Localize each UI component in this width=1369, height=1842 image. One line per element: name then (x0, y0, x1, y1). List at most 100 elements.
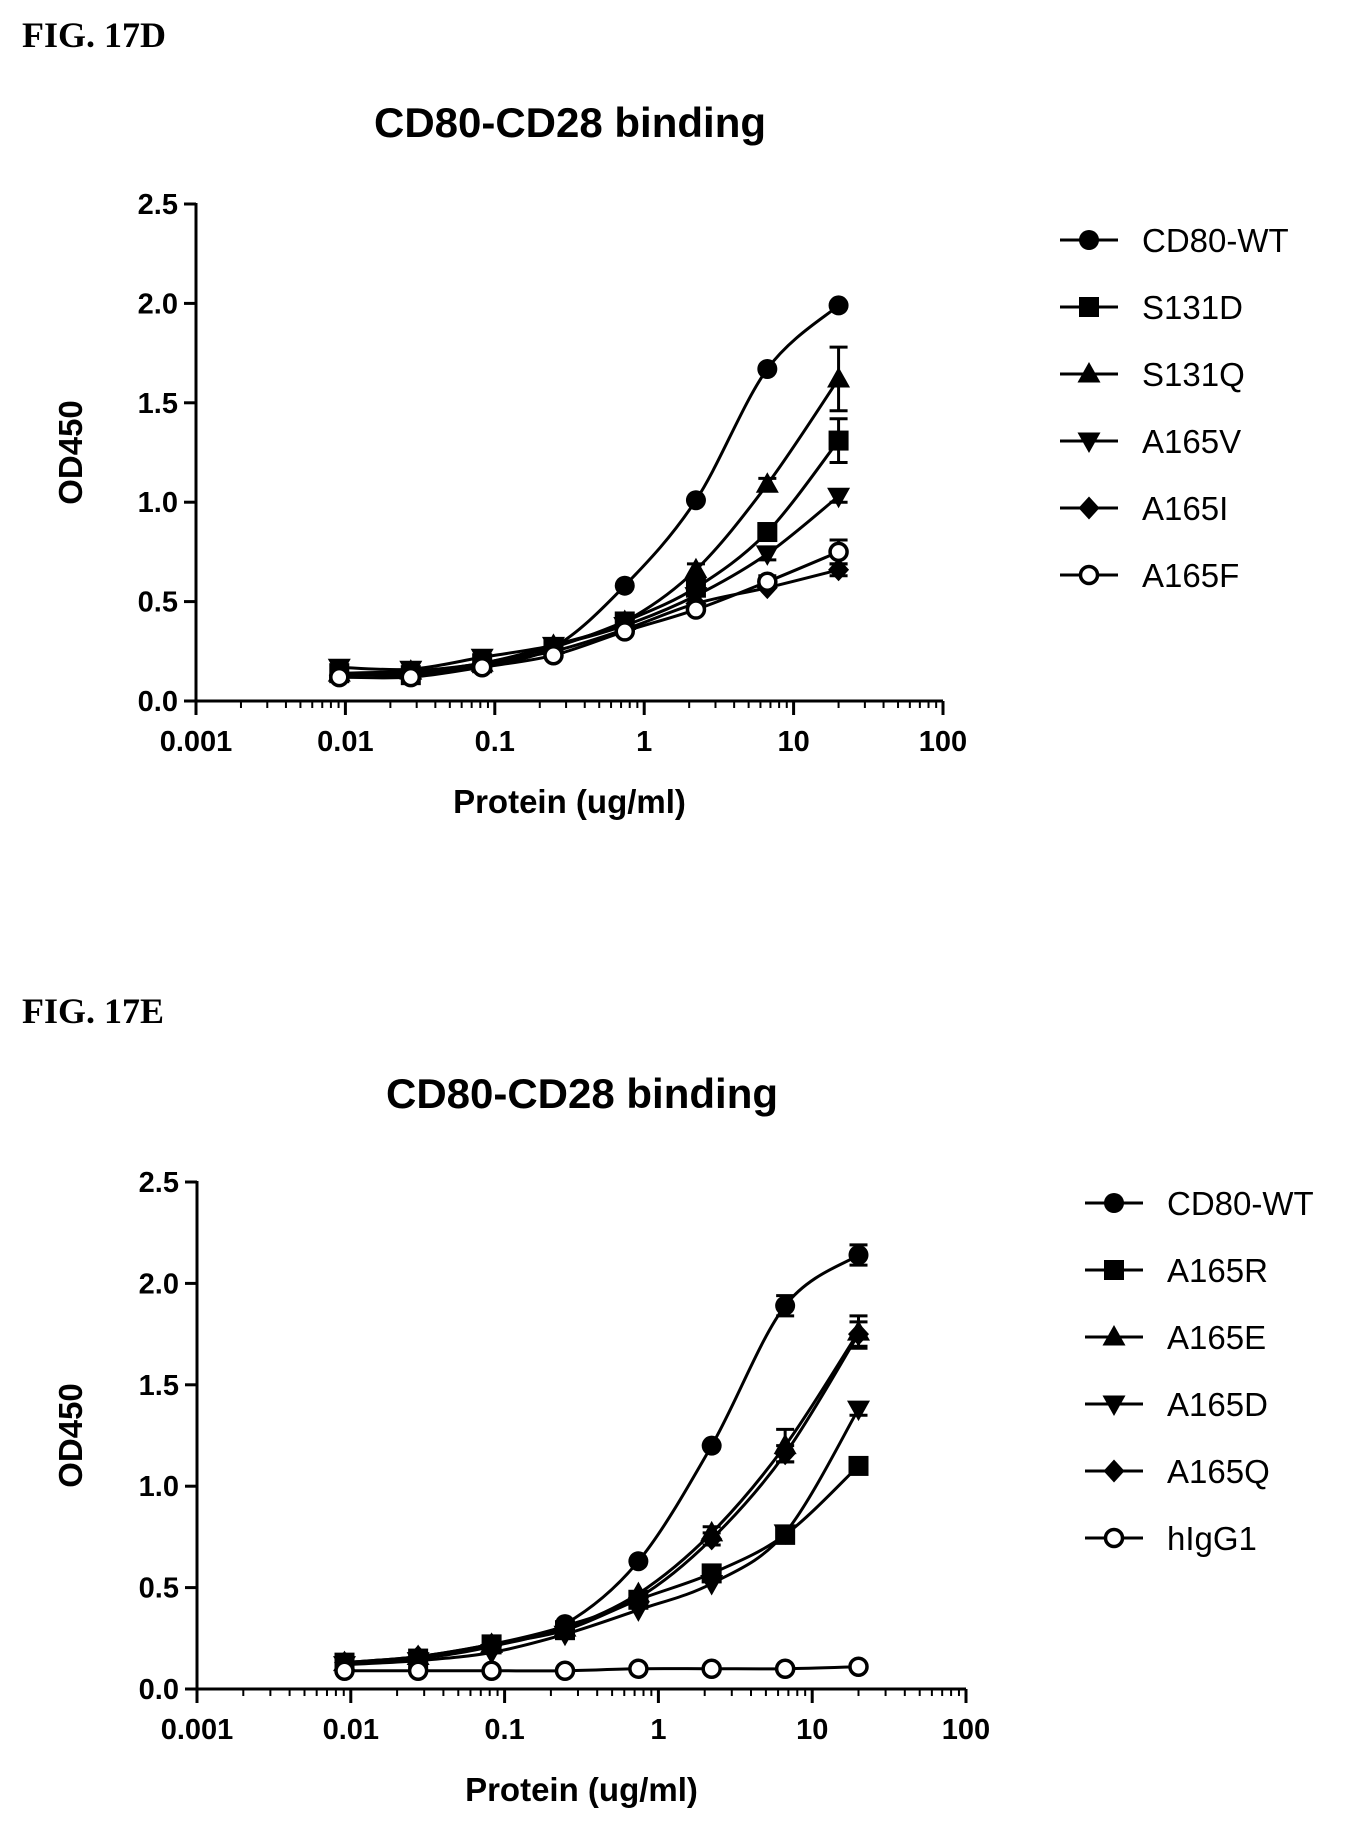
data-point (407, 1660, 429, 1681)
legend-marker (1102, 1395, 1126, 1416)
legend-label: CD80-WT (1142, 222, 1289, 259)
series-a165e (333, 1314, 870, 1672)
data-point (847, 1322, 869, 1346)
x-axis-label: Protein (ug/ml) (465, 1771, 698, 1808)
series-a165r (334, 1455, 869, 1673)
series-higg1 (334, 1656, 869, 1681)
data-point (334, 1660, 355, 1681)
data-point (685, 490, 706, 511)
data-point (400, 666, 422, 688)
data-point (701, 1658, 722, 1679)
data-point (828, 541, 849, 563)
data-point (828, 430, 849, 451)
data-point (481, 1632, 503, 1656)
data-point (755, 545, 779, 566)
legend-label: A165D (1167, 1386, 1268, 1423)
legend-label: A165V (1142, 423, 1241, 460)
data-point (827, 487, 851, 509)
data-point (757, 522, 778, 543)
legend-marker (1077, 362, 1101, 383)
data-point (627, 1586, 649, 1610)
legend-label: A165I (1142, 490, 1228, 527)
x-tick-label: 1 (650, 1714, 666, 1746)
series-curve (344, 1464, 860, 1665)
legend-entry: A165I (1060, 490, 1228, 527)
y-tick-label: 2.0 (139, 1268, 179, 1300)
legend-entry: CD80-WT (1085, 1185, 1314, 1222)
x-tick-label: 0.1 (475, 726, 515, 758)
y-tick-label: 1.0 (139, 1471, 179, 1503)
data-point (614, 621, 636, 642)
chart-title: CD80-CD28 binding (374, 99, 766, 146)
data-point (628, 1658, 649, 1679)
series-curve (339, 550, 840, 680)
x-tick-label: 1 (636, 726, 652, 758)
legend-marker (1104, 1260, 1124, 1280)
data-point (774, 1658, 796, 1679)
y-tick-label: 0.5 (139, 1573, 179, 1605)
y-tick-label: 1.0 (138, 487, 178, 519)
chart-17d: CD80-CD28 binding 0.0 0.5 1.0 1.5 2.0 2.5 0.001… (52, 99, 1289, 820)
data-point (700, 1575, 724, 1596)
data-point (773, 1524, 797, 1545)
legend-label: S131D (1142, 289, 1243, 326)
data-point (701, 1435, 722, 1456)
legend-entry: A165R (1085, 1252, 1268, 1289)
y-tick-label: 2.5 (138, 189, 178, 221)
legend-marker (1077, 432, 1101, 453)
data-point (685, 599, 707, 620)
series-curve (344, 1333, 860, 1665)
legend-entry: A165V (1060, 423, 1241, 460)
x-tick-label: 0.001 (161, 1714, 234, 1746)
data-point (554, 1614, 576, 1638)
y-tick-label: 2.0 (138, 288, 178, 320)
y-axis-label: OD450 (52, 1383, 89, 1488)
legend-label: A165R (1167, 1252, 1268, 1289)
data-point (848, 1455, 869, 1476)
chart-title: CD80-CD28 binding (386, 1070, 778, 1117)
x-tick-label: 10 (777, 726, 809, 758)
legend-marker (1079, 230, 1099, 250)
y-tick-label: 0.0 (139, 1674, 179, 1706)
legend-marker (1079, 297, 1099, 317)
data-point (543, 645, 564, 666)
data-point (828, 295, 849, 316)
x-tick-label: 100 (942, 1714, 990, 1746)
data-point (775, 1295, 796, 1316)
y-tick-label: 0.5 (138, 587, 178, 619)
y-tick-label: 1.5 (139, 1370, 179, 1402)
data-point (554, 1660, 576, 1681)
data-point (757, 359, 778, 380)
data-point (848, 1656, 869, 1677)
data-point (846, 1400, 870, 1422)
x-axis-label: Protein (ug/ml) (453, 783, 686, 820)
legend-entry: A165F (1060, 557, 1239, 594)
legend-entry: hIgG1 (1085, 1520, 1257, 1557)
series-s131q (327, 345, 851, 682)
figure-label-17d: FIG. 17D (22, 15, 166, 55)
data-point (614, 575, 635, 596)
data-point (628, 1551, 649, 1572)
legend-entry: A165E (1085, 1319, 1266, 1356)
legend-label: S131Q (1142, 356, 1245, 393)
x-tick-label: 10 (796, 1714, 828, 1746)
data-point (827, 366, 851, 388)
legend-entry: A165Q (1085, 1453, 1270, 1490)
legend-marker (1103, 1459, 1125, 1483)
legend-entry: CD80-WT (1060, 222, 1289, 259)
data-point (701, 1527, 723, 1551)
legend-marker (1078, 496, 1100, 520)
x-tick-label: 0.01 (323, 1714, 379, 1746)
y-tick-label: 0.0 (138, 686, 178, 718)
y-tick-label: 1.5 (138, 388, 178, 420)
legend-marker (1078, 564, 1100, 586)
x-tick-label: 0.01 (317, 726, 373, 758)
legend-marker (1103, 1527, 1125, 1549)
legend-label: CD80-WT (1167, 1185, 1314, 1222)
data-point (471, 656, 493, 678)
x-tick-label: 100 (919, 726, 967, 758)
legend-entry: S131D (1060, 289, 1243, 326)
data-point (757, 571, 778, 592)
chart-17e: CD80-CD28 binding 0.0 0.5 1.0 1.5 2.0 2.5 0.001… (52, 1070, 1314, 1808)
data-point (626, 1601, 650, 1622)
